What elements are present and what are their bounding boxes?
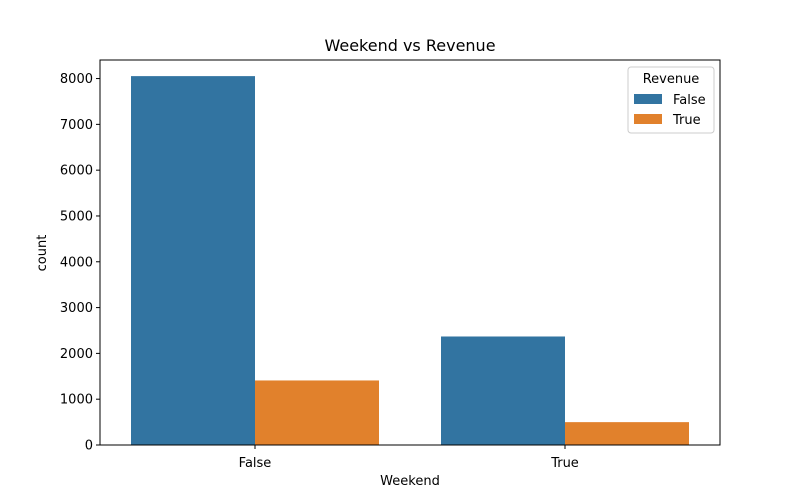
y-tick-label: 6000 (60, 164, 93, 179)
y-tick-label: 1000 (60, 393, 93, 408)
y-tick-label: 7000 (60, 118, 93, 133)
y-tick-label: 4000 (60, 255, 93, 270)
bars-group (131, 76, 689, 446)
legend-items: False True (634, 93, 706, 128)
x-tick-label: True (550, 456, 579, 471)
x-axis: False True (239, 445, 579, 471)
plot-frame (99, 59, 721, 446)
y-tick-label: 5000 (60, 209, 93, 224)
y-axis: 0 1000 2000 3000 4000 5000 6000 7000 8000 (60, 72, 100, 454)
legend-swatch-false (634, 94, 662, 104)
legend-label-false: False (673, 93, 706, 108)
bar-false-true (441, 336, 565, 445)
bar-false-false (131, 76, 255, 446)
y-axis-label: count (35, 235, 50, 272)
legend-title: Revenue (643, 72, 700, 87)
x-axis-label: Weekend (380, 474, 440, 489)
legend-label-true: True (672, 113, 701, 128)
y-tick-label: 2000 (60, 347, 93, 362)
x-tick-label: False (239, 456, 272, 471)
bar-true-true (565, 422, 689, 445)
legend: Revenue False True (627, 66, 715, 134)
bar-true-false (255, 380, 379, 445)
legend-swatch-true (634, 114, 662, 124)
y-tick-label: 8000 (60, 72, 93, 87)
y-tick-label: 3000 (60, 301, 93, 316)
y-tick-label: 0 (85, 439, 93, 454)
chart-title: Weekend vs Revenue (324, 36, 495, 55)
